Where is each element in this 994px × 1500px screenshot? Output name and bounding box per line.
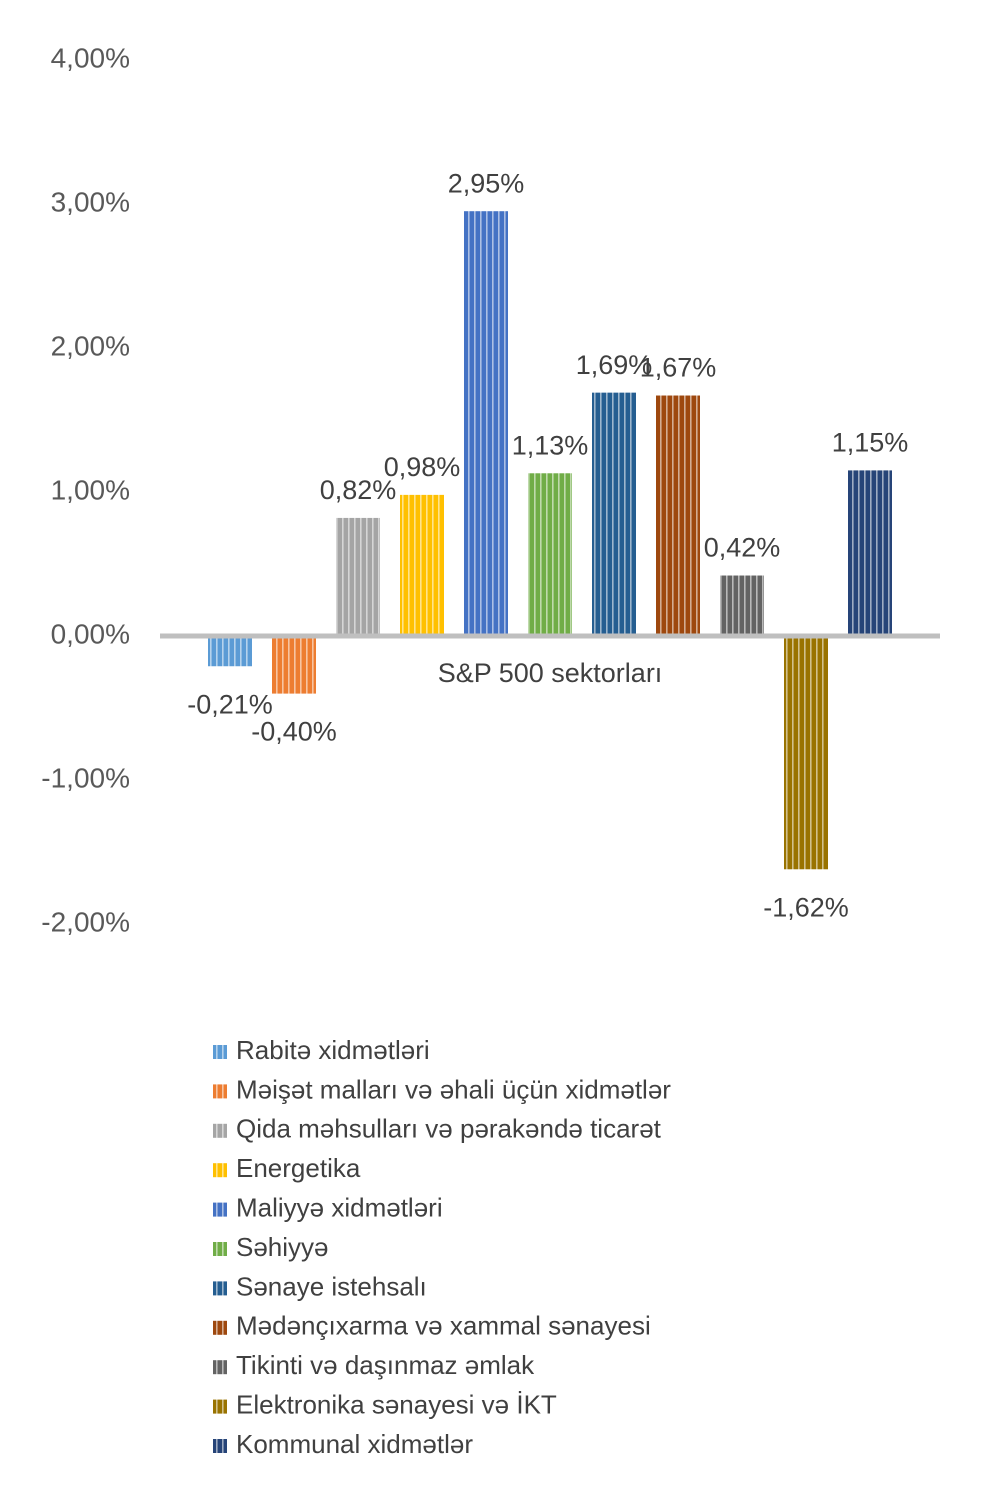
bar: [208, 636, 252, 667]
value-label: -0,21%: [187, 689, 273, 719]
value-label: -1,62%: [763, 892, 849, 922]
bar: [528, 473, 572, 636]
bar: [784, 636, 828, 870]
bar: [272, 636, 316, 694]
value-label: 0,98%: [384, 452, 461, 482]
legend-label: Kommunal xidmətlər: [236, 1429, 473, 1459]
legend-label: Mədənçıxarma və xammal sənayesi: [236, 1311, 651, 1341]
legend-swatch: [213, 1123, 227, 1138]
legend-swatch: [213, 1163, 227, 1178]
value-label: -0,40%: [251, 717, 337, 747]
bar: [848, 470, 892, 636]
legend-swatch: [213, 1281, 227, 1296]
legend-swatch: [213, 1399, 227, 1414]
legend-swatch: [213, 1242, 227, 1256]
legend-swatch: [213, 1360, 227, 1375]
legend-swatch: [213, 1439, 227, 1453]
bar: [592, 392, 636, 636]
category-label: S&P 500 sektorları: [438, 658, 663, 688]
value-label: 1,13%: [512, 430, 589, 460]
bar: [464, 211, 508, 636]
legend-swatch: [213, 1320, 227, 1335]
legend-label: Sənaye istehsalı: [236, 1271, 427, 1301]
legend-label: Səhiyyə: [236, 1232, 329, 1262]
value-label: 2,95%: [448, 168, 525, 198]
y-tick-label: 1,00%: [51, 474, 130, 505]
legend-label: Rabitə xidmətləri: [236, 1035, 430, 1065]
legend-label: Elektronika sənayesi və İKT: [236, 1389, 557, 1419]
y-tick-label: 4,00%: [51, 42, 130, 73]
bar: [336, 517, 380, 636]
y-tick-label: -1,00%: [41, 762, 130, 793]
y-tick-label: 0,00%: [51, 618, 130, 649]
legend-label: Maliyyə xidmətləri: [236, 1192, 443, 1222]
y-tick-label: -2,00%: [41, 906, 130, 937]
value-label: 1,15%: [832, 428, 909, 458]
legend-swatch: [213, 1202, 227, 1217]
bar: [720, 575, 764, 636]
legend-label: Energetika: [236, 1153, 361, 1183]
bar: [656, 395, 700, 636]
value-label: 1,67%: [640, 353, 717, 383]
value-label: 0,82%: [320, 475, 397, 505]
legend-swatch: [213, 1045, 227, 1059]
legend-swatch: [213, 1084, 227, 1099]
legend-label: Tikinti və daşınmaz əmlak: [236, 1350, 535, 1380]
legend-label: Məişət malları və əhali üçün xidmətlər: [236, 1074, 671, 1104]
value-label: 1,69%: [576, 350, 653, 380]
legend-label: Qida məhsulları və pərakəndə ticarət: [236, 1114, 662, 1144]
value-label: 0,42%: [704, 533, 781, 563]
y-tick-label: 2,00%: [51, 330, 130, 361]
bar: [400, 494, 444, 636]
y-tick-label: 3,00%: [51, 186, 130, 217]
